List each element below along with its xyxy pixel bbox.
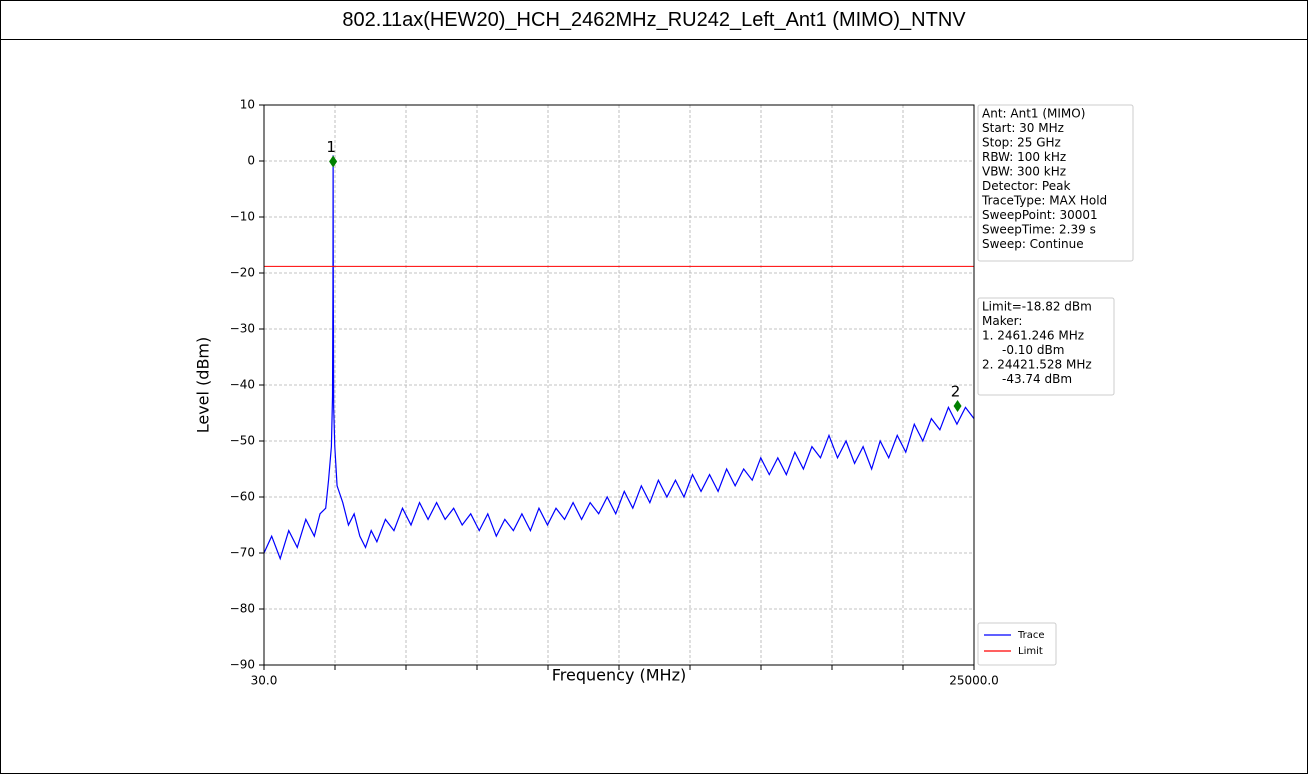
settings-text: SweepTime: 2.39 s bbox=[982, 223, 1096, 237]
y-tick-label: −90 bbox=[230, 658, 255, 672]
y-axis-label: Level (dBm) bbox=[194, 337, 213, 434]
marker-heading: Maker: bbox=[982, 314, 1022, 328]
y-tick-label: −10 bbox=[230, 210, 255, 224]
legend-label: Limit bbox=[1018, 646, 1043, 657]
x-tick-label: 25000.0 bbox=[949, 674, 999, 688]
settings-text: RBW: 100 kHz bbox=[982, 150, 1066, 164]
marker bbox=[329, 155, 338, 168]
marker-freq: 1. 2461.246 MHz bbox=[982, 329, 1084, 343]
settings-text: TraceType: MAX Hold bbox=[981, 194, 1107, 208]
marker bbox=[953, 399, 962, 412]
settings-text: SweepPoint: 30001 bbox=[982, 208, 1098, 222]
y-tick-label: −30 bbox=[230, 322, 255, 336]
y-tick-label: −70 bbox=[230, 546, 255, 560]
marker-label: 2 bbox=[951, 382, 961, 400]
chart-title: 802.11ax(HEW20)_HCH_2462MHz_RU242_Left_A… bbox=[1, 1, 1307, 40]
y-tick-label: −20 bbox=[230, 266, 255, 280]
x-tick-label: 30.0 bbox=[251, 674, 278, 688]
settings-text: Start: 30 MHz bbox=[982, 121, 1064, 135]
legend-label: Trace bbox=[1017, 630, 1045, 641]
y-tick-label: −80 bbox=[230, 602, 255, 616]
chart: Frequency (MHz) Level (dBm) −90 −80 −70 −60… bbox=[194, 98, 1134, 688]
settings-text: VBW: 300 kHz bbox=[982, 165, 1066, 179]
y-tick-label: 10 bbox=[240, 98, 255, 112]
axes-frame bbox=[263, 104, 975, 666]
y-tick-label: −60 bbox=[230, 490, 255, 504]
settings-box bbox=[977, 104, 1134, 262]
marker-label: 1 bbox=[326, 138, 336, 156]
x-axis-label: Frequency (MHz) bbox=[552, 666, 686, 685]
y-tick-label: 0 bbox=[247, 154, 255, 168]
trace-line bbox=[263, 155, 975, 561]
legend-box bbox=[977, 622, 1057, 666]
settings-text: Detector: Peak bbox=[982, 179, 1070, 193]
y-tick-label: −50 bbox=[230, 434, 255, 448]
marker-box bbox=[977, 297, 1115, 396]
marker-freq: 2. 24421.528 MHz bbox=[982, 358, 1092, 372]
settings-text: Sweep: Continue bbox=[982, 237, 1084, 251]
settings-text: Stop: 25 GHz bbox=[982, 136, 1061, 150]
marker-level: -0.10 dBm bbox=[1002, 343, 1064, 357]
settings-text: Ant: Ant1 (MIMO) bbox=[982, 107, 1085, 121]
limit-text: Limit=-18.82 dBm bbox=[982, 300, 1092, 314]
y-tick-label: −40 bbox=[230, 378, 255, 392]
marker-level: -43.74 dBm bbox=[1002, 372, 1072, 386]
